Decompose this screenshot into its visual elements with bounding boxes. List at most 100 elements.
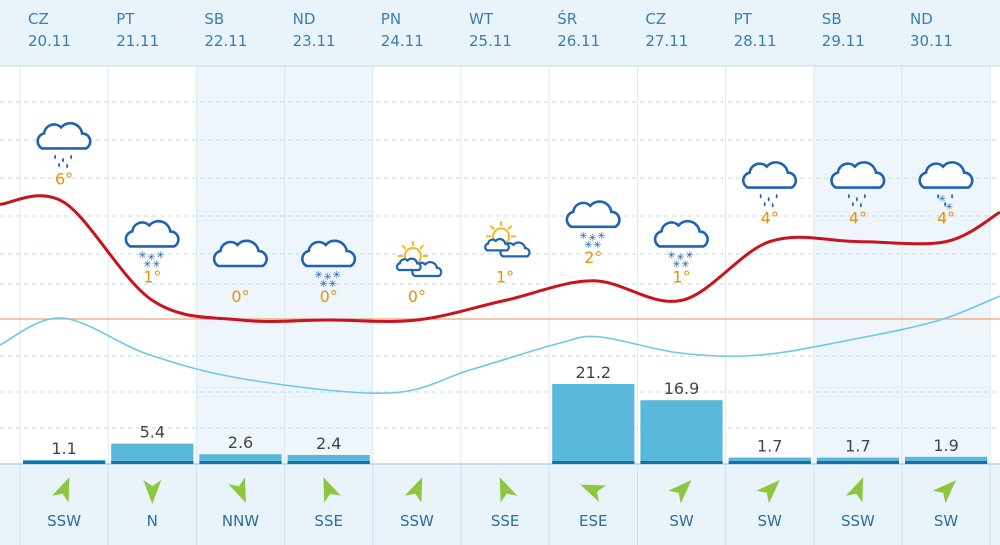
day-date: 20.11 bbox=[28, 32, 71, 50]
cloud-shape bbox=[124, 219, 180, 248]
wind-direction-label: SSW bbox=[47, 512, 81, 530]
sun-ray bbox=[419, 244, 425, 250]
rain-drop bbox=[62, 157, 65, 163]
temperature-label: 1° bbox=[672, 267, 690, 286]
precip-label: 1.9 bbox=[933, 436, 958, 455]
snowflake: ✳ bbox=[138, 250, 146, 261]
chart-lines bbox=[0, 194, 1000, 395]
wind-direction-label: SSW bbox=[841, 512, 875, 530]
cloud-snow-icon: ✳ ✳ ✳✳ ✳ bbox=[565, 200, 621, 251]
day-date: 22.11 bbox=[204, 32, 247, 50]
day-name: ŚR bbox=[557, 9, 577, 28]
precip-bar-base bbox=[905, 461, 988, 464]
snowflake: ✳ bbox=[333, 270, 341, 281]
snowflake: ✳ bbox=[667, 250, 675, 261]
cloud-rain-icon bbox=[830, 161, 886, 208]
cloud-rain-icon bbox=[741, 161, 798, 208]
day-date: 21.11 bbox=[116, 32, 159, 50]
wind-direction-label: SW bbox=[758, 512, 783, 530]
day-date: 29.11 bbox=[822, 32, 865, 50]
precip-bar-base bbox=[552, 461, 635, 464]
rain-drop bbox=[859, 202, 862, 208]
snowflake: ✳ bbox=[156, 250, 164, 261]
day-date: 25.11 bbox=[469, 32, 512, 50]
wind-arrow-shape bbox=[404, 477, 423, 503]
wind-direction-label: SW bbox=[934, 512, 959, 530]
rain-drop bbox=[775, 193, 778, 199]
snowflake: ✳ bbox=[676, 252, 684, 263]
cloud-shape bbox=[565, 200, 621, 229]
wind-arrow-shape bbox=[51, 477, 70, 503]
snowflake: ✳ bbox=[152, 259, 160, 270]
wind-arrow-shape bbox=[499, 477, 518, 503]
precip-bar bbox=[816, 457, 899, 464]
day-date: 27.11 bbox=[645, 32, 688, 50]
day-name: ND bbox=[293, 10, 316, 28]
day-name: SB bbox=[204, 10, 224, 28]
precip-bar-base bbox=[816, 461, 899, 464]
temperature-label: 1° bbox=[496, 267, 514, 286]
rain-drop bbox=[54, 154, 57, 160]
wind-arrow-shape bbox=[932, 480, 956, 504]
sun-ray bbox=[489, 225, 495, 231]
snowflake: ✳ bbox=[945, 203, 953, 213]
day-name: ND bbox=[910, 10, 933, 28]
wind-arrow-icon bbox=[499, 477, 518, 503]
snowflake: ✳ bbox=[593, 240, 601, 251]
temperature-label: 1° bbox=[143, 267, 161, 286]
temperature-line bbox=[0, 194, 1000, 323]
rain-drop bbox=[759, 193, 762, 199]
secondary-line bbox=[0, 295, 1000, 395]
snowflake: ✳ bbox=[324, 272, 332, 283]
small-cloud bbox=[484, 237, 510, 252]
temperature-label: 4° bbox=[849, 209, 867, 228]
precip-bar-base bbox=[640, 461, 723, 464]
snowflake: ✳ bbox=[672, 259, 680, 270]
temperature-label: 0° bbox=[231, 287, 249, 306]
snowflake: ✳ bbox=[147, 252, 155, 263]
wind-arrow-shape bbox=[143, 480, 162, 504]
header-band bbox=[0, 0, 1000, 66]
wind-arrow-icon bbox=[143, 480, 162, 504]
precip-bar bbox=[640, 400, 723, 464]
rain-drop bbox=[767, 196, 770, 202]
snowflake: ✳ bbox=[143, 259, 151, 270]
precip-label: 1.7 bbox=[757, 437, 782, 456]
small-cloud bbox=[395, 257, 422, 272]
day-name: CZ bbox=[645, 10, 666, 28]
snowflake: ✳ bbox=[938, 195, 946, 205]
precip-bar-base bbox=[199, 461, 282, 464]
snowflake: ✳ bbox=[315, 270, 323, 281]
snowflake: ✳ bbox=[584, 240, 592, 251]
day-name: WT bbox=[469, 10, 494, 28]
rain-drop bbox=[944, 201, 947, 207]
wind-direction-label: SW bbox=[669, 512, 694, 530]
precip-label: 1.1 bbox=[51, 439, 76, 458]
rain-drop bbox=[851, 201, 854, 207]
wind-arrow-icon bbox=[404, 477, 423, 503]
snowflake: ✳ bbox=[597, 231, 605, 242]
day-date: 26.11 bbox=[557, 32, 600, 50]
rain-drop bbox=[937, 193, 940, 199]
precip-bar bbox=[111, 443, 194, 464]
day-name: SB bbox=[822, 10, 842, 28]
wind-arrow-icon bbox=[932, 480, 956, 504]
snowflake: ✳ bbox=[681, 259, 689, 270]
weekend-column bbox=[902, 66, 991, 464]
precip-label: 1.7 bbox=[845, 437, 870, 456]
rain-drop bbox=[66, 163, 69, 169]
precip-label: 16.9 bbox=[664, 379, 700, 398]
wind-arrow-shape bbox=[845, 477, 864, 503]
cloud-shape bbox=[830, 161, 886, 189]
wind-direction-label: SSW bbox=[400, 512, 434, 530]
sun-cloud-icon bbox=[484, 221, 531, 258]
precip-bar-base bbox=[728, 461, 811, 464]
wind-arrow-icon bbox=[228, 477, 246, 503]
cloud-shape bbox=[36, 121, 92, 150]
precip-bar-base bbox=[287, 461, 370, 464]
sun-ray bbox=[401, 244, 407, 250]
cloud-snow-rain-icon: ✳✳ bbox=[918, 161, 974, 213]
sun-ray bbox=[507, 225, 513, 231]
snowflake: ✳ bbox=[320, 279, 328, 290]
cloud-shape bbox=[300, 239, 357, 268]
